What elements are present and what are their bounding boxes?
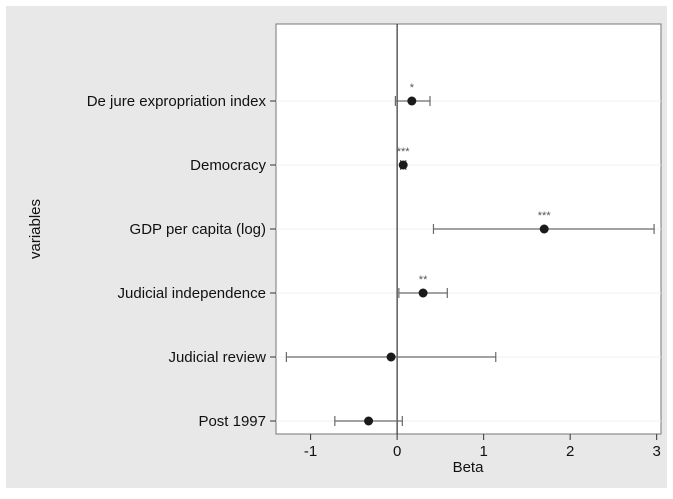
- data-point: [539, 224, 549, 234]
- y-tick-label: De jure expropriation index: [87, 93, 267, 110]
- y-tick-label: Judicial independence: [118, 285, 266, 302]
- x-tick-label: 1: [479, 443, 487, 460]
- x-tick-label: 3: [653, 443, 661, 460]
- x-axis-label: Beta: [453, 459, 485, 476]
- data-point: [398, 160, 408, 170]
- data-point: [364, 416, 374, 426]
- data-point: [386, 352, 396, 362]
- significance-label: *: [410, 82, 415, 94]
- y-tick-label: GDP per capita (log): [130, 221, 266, 238]
- data-point: [407, 96, 417, 106]
- data-point: [418, 288, 428, 298]
- x-tick-labels: -1 0 1 2 3: [304, 434, 661, 460]
- significance-labels: *********: [397, 82, 552, 286]
- x-tick-label: 0: [393, 443, 401, 460]
- x-tick-label: -1: [304, 443, 317, 460]
- x-tick-label: 2: [566, 443, 574, 460]
- significance-label: ***: [538, 210, 552, 222]
- y-tick-label: Judicial review: [168, 349, 266, 366]
- y-category-labels: De jure expropriation index Democracy GDP …: [87, 93, 276, 430]
- y-tick-label: Democracy: [190, 157, 266, 174]
- points: [364, 96, 549, 426]
- significance-label: ***: [397, 146, 411, 158]
- significance-label: **: [419, 274, 428, 286]
- y-tick-label: Post 1997: [198, 413, 266, 430]
- y-axis-label: variables: [27, 199, 44, 259]
